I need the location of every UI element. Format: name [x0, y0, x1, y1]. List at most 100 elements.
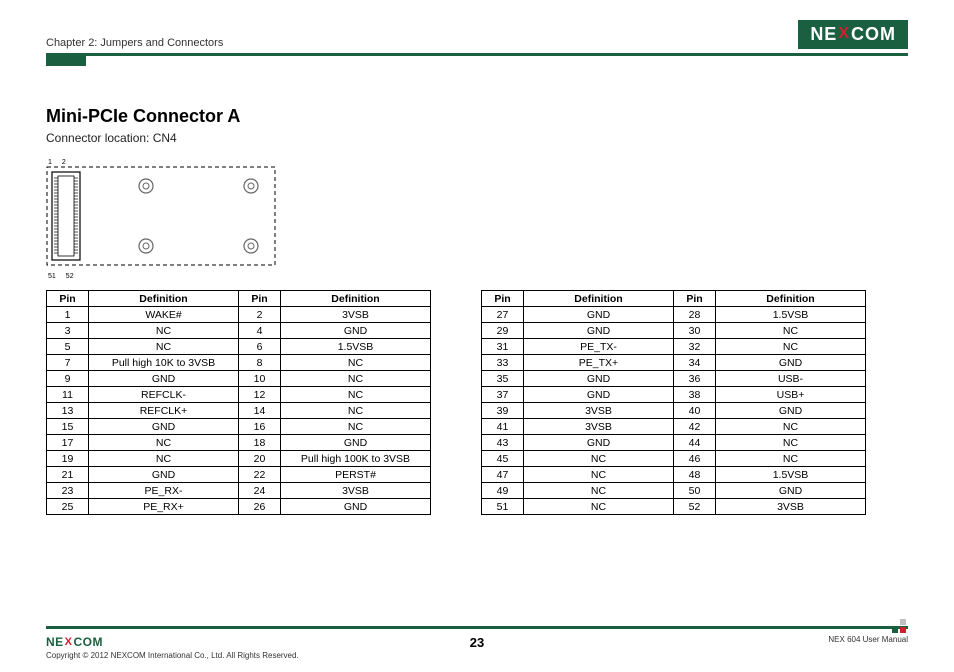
pin-cell: 31: [482, 339, 524, 355]
pin-cell: 26: [239, 499, 281, 515]
table-row: 393VSB40GND: [482, 403, 866, 419]
definition-cell: NC: [281, 371, 431, 387]
pin-cell: 9: [47, 371, 89, 387]
pin-cell: 30: [674, 323, 716, 339]
chapter-label: Chapter 2: Jumpers and Connectors: [46, 37, 223, 49]
logo-part-2: COM: [74, 635, 104, 649]
table-row: 47NC481.5VSB: [482, 467, 866, 483]
table-row: 17NC18GND: [47, 435, 431, 451]
pin-cell: 19: [47, 451, 89, 467]
pin-cell: 3: [47, 323, 89, 339]
header-bar: Chapter 2: Jumpers and Connectors NEXCOM: [46, 20, 908, 56]
pin-cell: 32: [674, 339, 716, 355]
footer-decor-icon: [892, 619, 908, 635]
pin-cell: 38: [674, 387, 716, 403]
pin-cell: 51: [482, 499, 524, 515]
pin-cell: 35: [482, 371, 524, 387]
pin-label-52: 52: [66, 273, 74, 280]
page-number: 23: [470, 635, 484, 650]
definition-cell: USB-: [716, 371, 866, 387]
table-row: 25PE_RX+26GND: [47, 499, 431, 515]
pin-cell: 50: [674, 483, 716, 499]
table-row: 35GND36USB-: [482, 371, 866, 387]
pin-cell: 39: [482, 403, 524, 419]
table-header: Definition: [524, 291, 674, 307]
definition-cell: GND: [716, 483, 866, 499]
logo-x-icon: X: [65, 636, 73, 648]
definition-cell: GND: [281, 499, 431, 515]
table-row: 43GND44NC: [482, 435, 866, 451]
table-header: Pin: [47, 291, 89, 307]
pin-tables: PinDefinitionPinDefinition 1WAKE#23VSB3N…: [46, 290, 908, 515]
definition-cell: NC: [281, 387, 431, 403]
pin-table-left: PinDefinitionPinDefinition 1WAKE#23VSB3N…: [46, 290, 431, 515]
definition-cell: 3VSB: [281, 307, 431, 323]
table-header: Pin: [674, 291, 716, 307]
pin-label-51: 51: [48, 273, 56, 280]
pin-cell: 10: [239, 371, 281, 387]
definition-cell: GND: [89, 419, 239, 435]
logo-part-2: COM: [851, 24, 896, 45]
definition-cell: USB+: [716, 387, 866, 403]
manual-name: NEX 604 User Manual: [828, 635, 908, 644]
page-title: Mini-PCIe Connector A: [46, 106, 908, 127]
definition-cell: NC: [524, 467, 674, 483]
table-row: 31PE_TX-32NC: [482, 339, 866, 355]
pin-cell: 23: [47, 483, 89, 499]
definition-cell: Pull high 10K to 3VSB: [89, 355, 239, 371]
table-row: 413VSB42NC: [482, 419, 866, 435]
definition-cell: REFCLK+: [89, 403, 239, 419]
definition-cell: 1.5VSB: [281, 339, 431, 355]
definition-cell: GND: [281, 323, 431, 339]
table-row: 11REFCLK-12NC: [47, 387, 431, 403]
definition-cell: NC: [716, 339, 866, 355]
table-row: 29GND30NC: [482, 323, 866, 339]
definition-cell: 1.5VSB: [716, 467, 866, 483]
pin-cell: 4: [239, 323, 281, 339]
table-row: 7Pull high 10K to 3VSB8NC: [47, 355, 431, 371]
definition-cell: GND: [716, 355, 866, 371]
table-row: 5NC61.5VSB: [47, 339, 431, 355]
pin-cell: 41: [482, 419, 524, 435]
definition-cell: 3VSB: [281, 483, 431, 499]
pin-cell: 45: [482, 451, 524, 467]
pin-cell: 36: [674, 371, 716, 387]
pin-cell: 16: [239, 419, 281, 435]
footer-left: NEXCOM Copyright © 2012 NEXCOM Internati…: [46, 635, 299, 660]
title-block: Mini-PCIe Connector A Connector location…: [46, 106, 908, 145]
pin-cell: 12: [239, 387, 281, 403]
definition-cell: GND: [524, 323, 674, 339]
definition-cell: NC: [89, 435, 239, 451]
definition-cell: NC: [716, 419, 866, 435]
definition-cell: NC: [524, 499, 674, 515]
page-footer: NEXCOM Copyright © 2012 NEXCOM Internati…: [46, 626, 908, 660]
definition-cell: GND: [524, 307, 674, 323]
pin-cell: 46: [674, 451, 716, 467]
diagram-bottom-labels: 51 52: [48, 273, 908, 280]
table-row: 49NC50GND: [482, 483, 866, 499]
pin-cell: 7: [47, 355, 89, 371]
logo-x-icon: X: [838, 25, 850, 43]
logo-part-1: NE: [46, 635, 64, 649]
definition-cell: GND: [716, 403, 866, 419]
diagram-top-labels: 1 2: [48, 159, 908, 166]
table-row: 15GND16NC: [47, 419, 431, 435]
pin-cell: 34: [674, 355, 716, 371]
table-header: Pin: [239, 291, 281, 307]
definition-cell: PE_RX+: [89, 499, 239, 515]
definition-cell: NC: [716, 435, 866, 451]
brand-logo-footer: NEXCOM: [46, 635, 299, 649]
pin-cell: 18: [239, 435, 281, 451]
pin-cell: 15: [47, 419, 89, 435]
definition-cell: REFCLK-: [89, 387, 239, 403]
brand-logo-top: NEXCOM: [798, 20, 908, 49]
definition-cell: PE_RX-: [89, 483, 239, 499]
pin-cell: 48: [674, 467, 716, 483]
definition-cell: NC: [716, 323, 866, 339]
logo-part-1: NE: [810, 24, 837, 45]
definition-cell: NC: [716, 451, 866, 467]
definition-cell: GND: [524, 387, 674, 403]
definition-cell: PE_TX-: [524, 339, 674, 355]
definition-cell: GND: [89, 371, 239, 387]
pin-cell: 47: [482, 467, 524, 483]
